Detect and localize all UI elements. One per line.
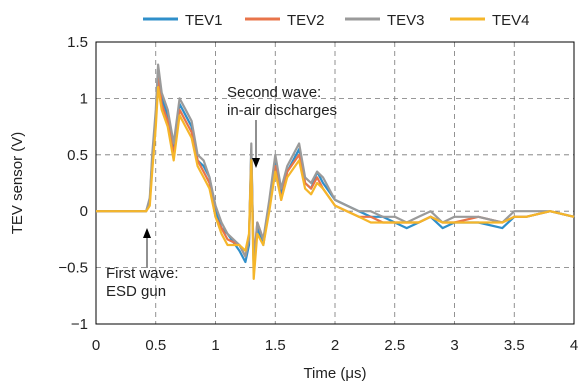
annotation-first-wave: First wave: ESD gun (106, 265, 179, 300)
annotation-arrowhead-second-wave (252, 158, 260, 168)
plot-frame (95, 41, 575, 325)
x-axis-title: Time (μs) (303, 365, 366, 382)
y-tick-label: 1 (80, 90, 88, 107)
tick-labels: 0 0.5 1 1.5 2 2.5 3 3.5 4 −1 −0.5 0 0.5 1 1.5 (58, 34, 578, 354)
y-tick-label: −0.5 (58, 260, 88, 277)
annotation-arrowhead-first-wave (143, 228, 151, 238)
x-tick-label: 3 (450, 337, 458, 354)
series-line-tev4 (96, 85, 575, 280)
legend: TEV1 TEV2 TEV3 TEV4 (143, 12, 530, 29)
annotation-line: in-air discharges (227, 102, 337, 119)
y-tick-label: 0.5 (67, 147, 88, 164)
annotation-line: First wave: (106, 265, 179, 282)
y-tick-label: 1.5 (67, 34, 88, 51)
annotation-line: ESD gun (106, 283, 166, 300)
y-tick-label: 0 (80, 203, 88, 220)
x-tick-label: 1.5 (265, 337, 286, 354)
annotation-second-wave: Second wave: in-air discharges (227, 84, 337, 119)
gridlines (96, 42, 574, 324)
x-tick-label: 2 (331, 337, 339, 354)
legend-label-tev2: TEV2 (287, 12, 325, 29)
x-tick-label: 1 (211, 337, 219, 354)
x-tick-label: 3.5 (504, 337, 525, 354)
series-layer (96, 63, 575, 280)
x-tick-label: 4 (570, 337, 578, 354)
x-tick-label: 2.5 (384, 337, 405, 354)
y-tick-label: −1 (71, 316, 88, 333)
legend-label-tev1: TEV1 (185, 12, 223, 29)
series-line-tev3 (96, 63, 575, 269)
x-tick-label: 0.5 (145, 337, 166, 354)
y-axis-title: TEV sensor (V) (9, 132, 26, 235)
legend-label-tev3: TEV3 (387, 12, 425, 29)
annotations: Second wave: in-air discharges First wave:… (106, 84, 337, 300)
legend-label-tev4: TEV4 (492, 12, 530, 29)
x-tick-label: 0 (92, 337, 100, 354)
annotation-line: Second wave: (227, 84, 321, 101)
